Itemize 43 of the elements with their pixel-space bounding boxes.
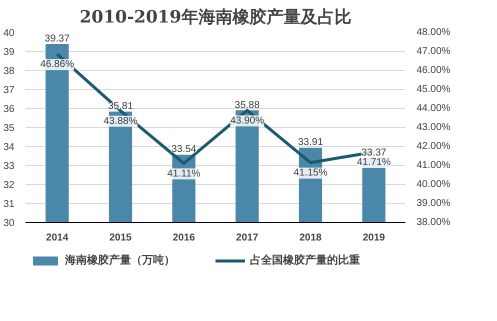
y2-tick-label: 41.00% [416,160,451,171]
y2-tick-label: 43.00% [416,122,451,133]
y-tick-label: 38 [3,66,15,77]
legend-label: 海南橡胶产量（万吨） [64,253,175,268]
x-tick-label: 2014 [46,232,69,244]
data-label: 43.88% [104,116,138,127]
y-tick-label: 40 [3,28,15,39]
data-label: 39.37 [44,33,70,44]
data-label: 43.90% [230,115,264,126]
y-tick-label: 30 [3,218,15,229]
y2-tick-label: 40.00% [416,179,451,190]
y2-tick-label: 44.00% [416,103,451,114]
data-label: 46.86% [40,59,74,70]
data-label: 35.81 [108,101,134,112]
x-tick-label: 2015 [109,232,132,244]
y-tick-label: 39 [3,47,15,58]
data-label: 33.91 [298,137,324,148]
chart-title: 2010-2019年海南橡胶产量及占比 [80,8,352,28]
y-tick-label: 36 [3,104,15,115]
x-tick-label: 2016 [172,232,196,244]
data-label: 41.15% [294,168,328,179]
y-tick-label: 33 [3,161,15,172]
y2-tick-label: 45.00% [416,84,451,95]
y-tick-label: 37 [3,85,15,96]
data-label: 33.37 [361,147,387,158]
y2-tick-label: 39.00% [416,198,451,209]
y2-tick-label: 38.00% [416,217,451,228]
x-tick-label: 2018 [299,232,322,244]
y-tick-label: 35 [3,123,15,134]
y-tick-label: 34 [3,142,15,153]
y2-tick-label: 46.00% [416,65,451,76]
x-tick-label: 2019 [362,232,386,244]
legend-label: 占全国橡胶产量的比重 [250,253,360,268]
y2-tick-label: 48.00% [416,27,451,38]
data-label: 33.54 [171,144,197,156]
y-tick-label: 32 [3,180,15,191]
y2-tick-label: 42.00% [416,141,451,152]
data-label: 35.88 [234,100,260,111]
data-label: 41.11% [167,168,201,180]
data-label: 41.71% [356,157,391,168]
y2-tick-label: 47.00% [416,46,451,57]
x-tick-label: 2017 [236,232,259,244]
y-tick-label: 31 [3,199,15,210]
